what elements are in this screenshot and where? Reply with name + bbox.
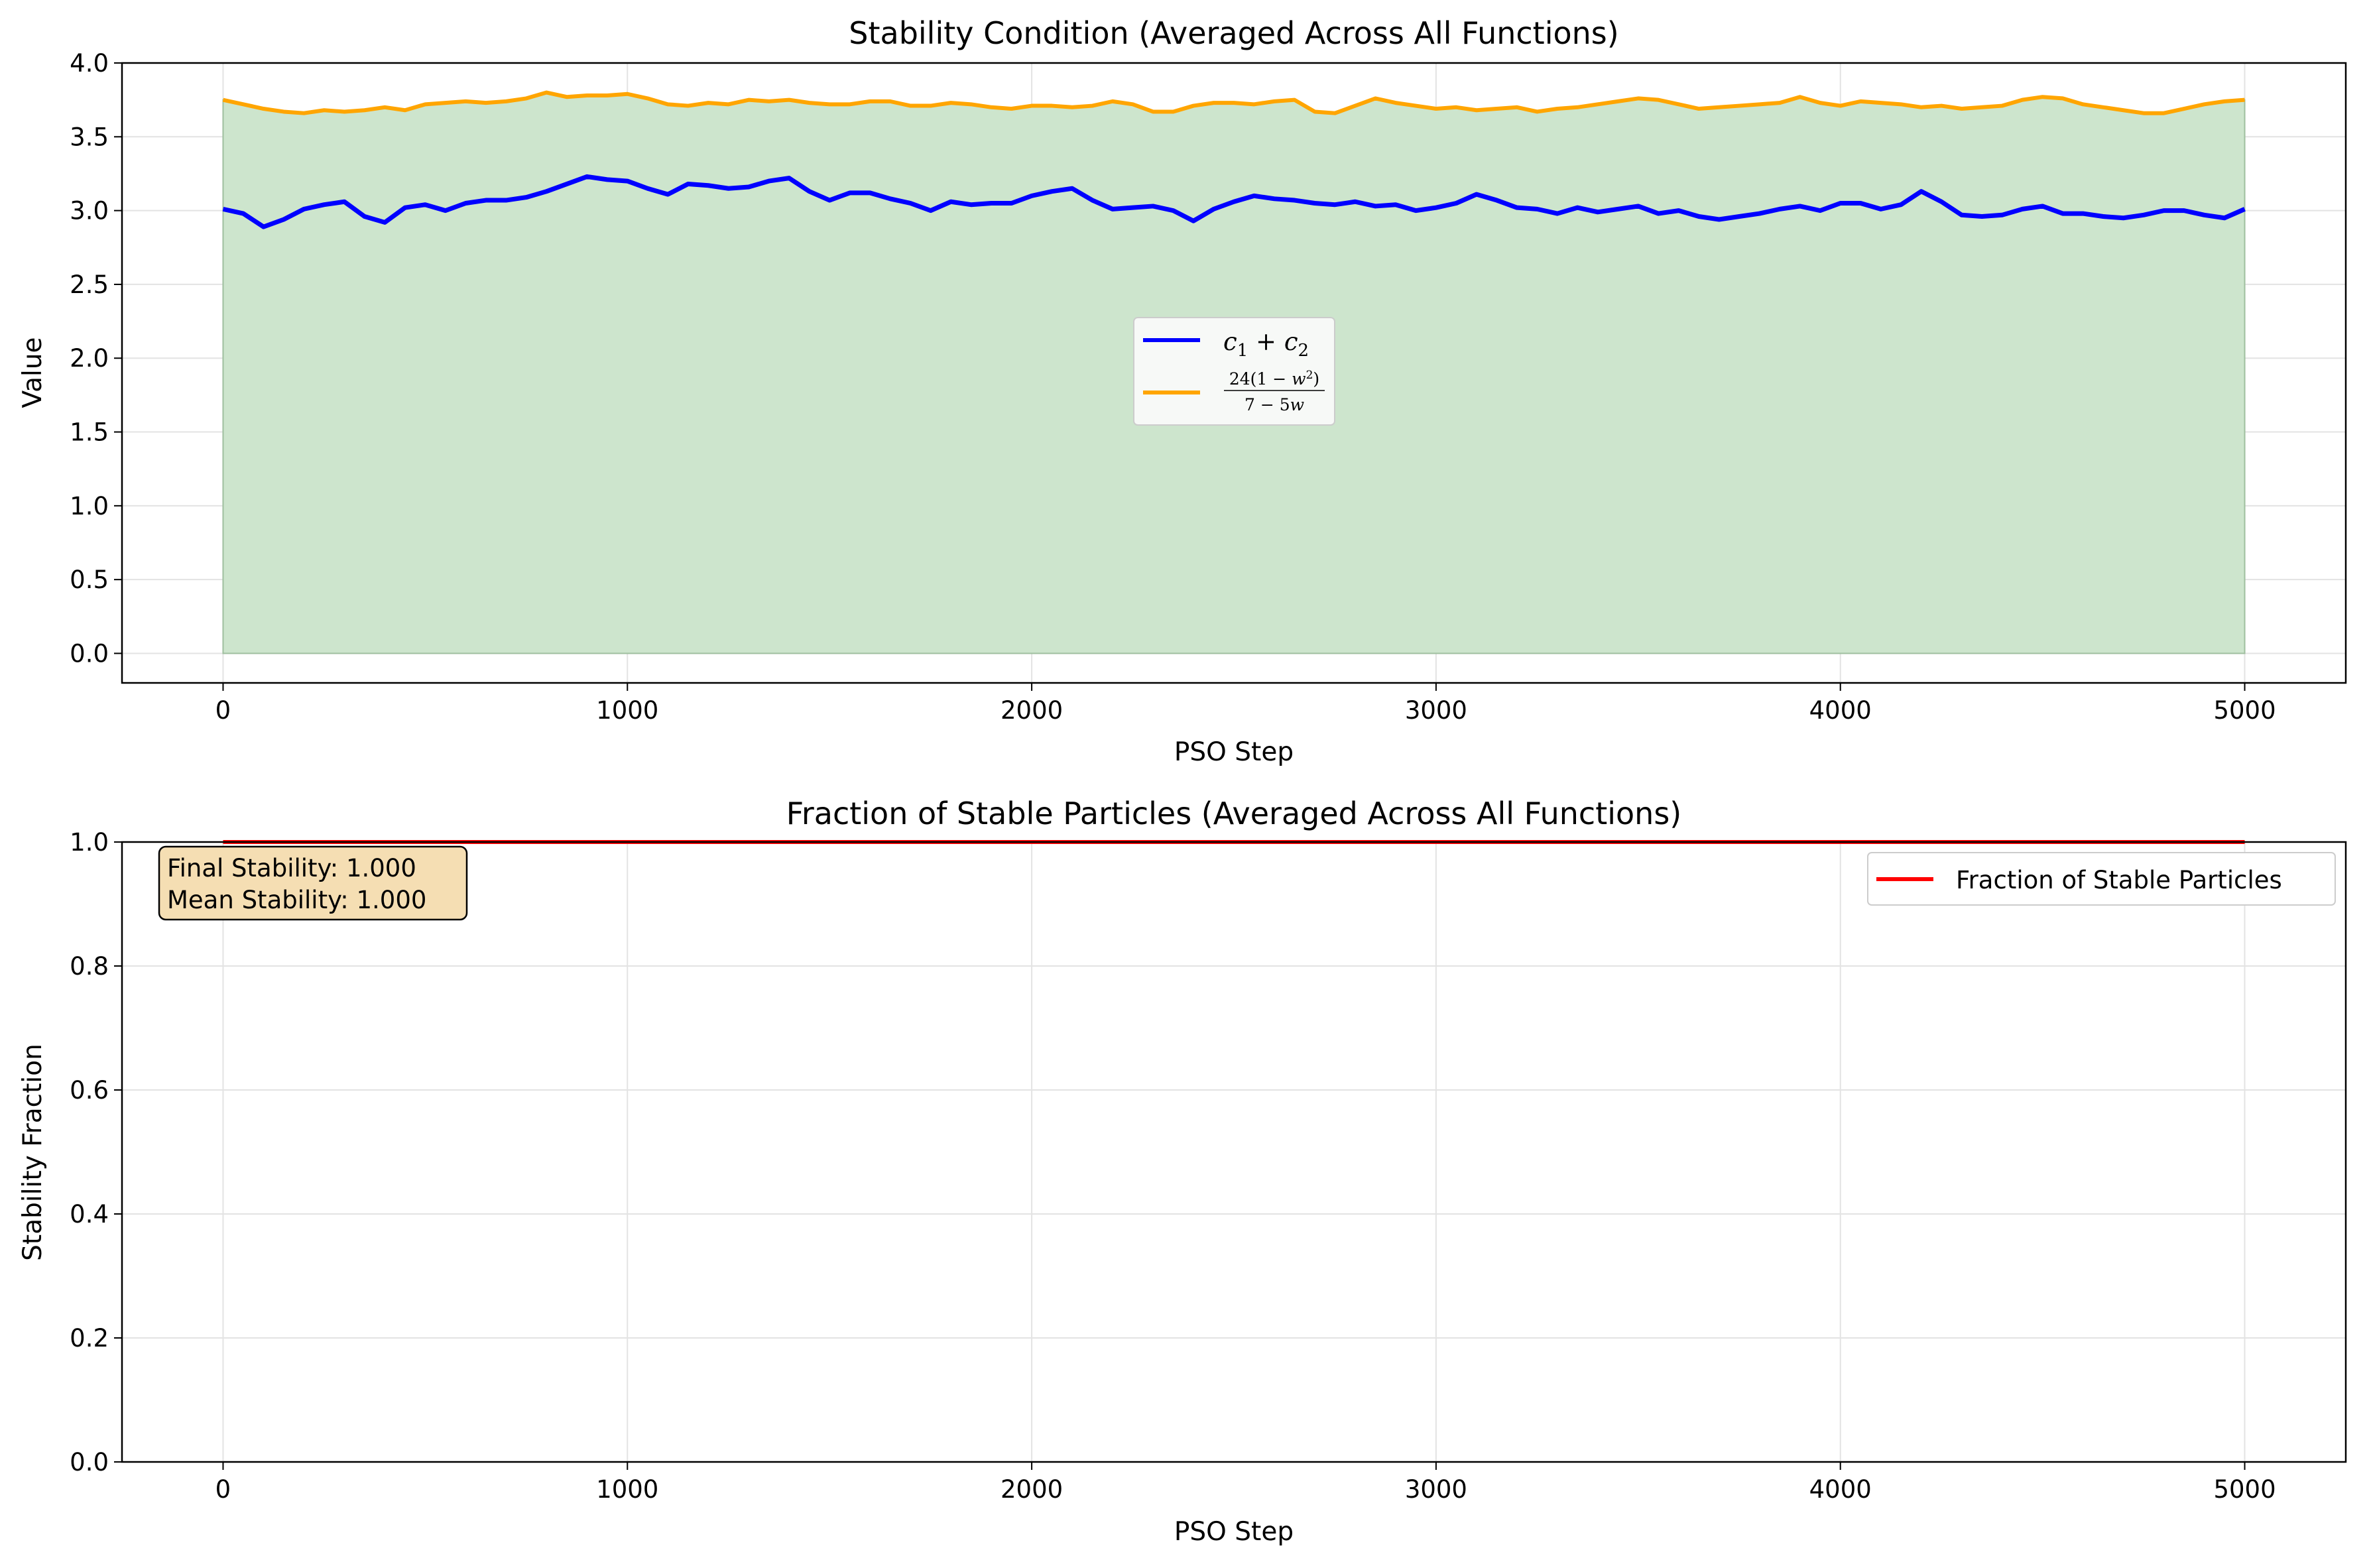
stability-annotation-box (158, 845, 468, 921)
x-tick-label: 1000 (596, 1475, 658, 1504)
legend-label-fraction: Fraction of Stable Particles (1956, 866, 2282, 894)
stability-bound-line (222, 90, 2245, 115)
x-tick-label: 4000 (1809, 696, 1872, 725)
y-tick-label: 1.0 (70, 828, 109, 857)
stable-fraction-panel: Fraction of Stable Particles (Averaged A… (18, 796, 2347, 1547)
y-tick-label: 0.6 (70, 1076, 109, 1105)
c1-plus-c2-line (222, 174, 2246, 229)
y-tick-label: 3.5 (70, 123, 109, 151)
panel1-x-ticks: 0 1000 2000 3000 4000 5000 (215, 683, 2276, 725)
x-tick-label: 3000 (1405, 696, 1467, 725)
panel2-legend: Fraction of Stable Particles (1867, 852, 2336, 906)
panel1-title: Stability Condition (Averaged Across All… (849, 15, 1618, 51)
legend-label-sum: c1 + c2 (1223, 328, 1309, 361)
x-tick-label: 3000 (1405, 1475, 1467, 1504)
panel2-x-ticks: 0 1000 2000 3000 4000 5000 (215, 1462, 2276, 1504)
svg-text:24(1 − w2): 24(1 − w2) (1229, 369, 1319, 389)
panel1-y-ticks: 0.0 0.5 1.0 1.5 2.0 2.5 3.0 3.5 4.0 (70, 49, 122, 668)
panel1-y-axis-label: Value (18, 337, 48, 408)
stability-condition-panel: Stability Condition (Averaged Across All… (18, 15, 2347, 767)
panel1-series (222, 90, 2246, 229)
y-tick-label: 0.4 (70, 1200, 109, 1229)
x-tick-label: 5000 (2213, 1475, 2276, 1504)
y-tick-label: 2.5 (70, 271, 109, 299)
y-tick-label: 0.0 (70, 639, 109, 668)
x-tick-label: 4000 (1809, 1475, 1872, 1504)
y-tick-label: 3.0 (70, 197, 109, 225)
svg-text:7 − 5w: 7 − 5w (1244, 395, 1304, 414)
panel1-legend-box (1133, 317, 1335, 426)
y-tick-label: 4.0 (70, 49, 109, 78)
x-tick-label: 0 (215, 696, 231, 725)
y-tick-label: 1.5 (70, 418, 109, 447)
stability-annotation: Final Stability: 1.000 Mean Stability: 1… (158, 845, 468, 921)
panel1-plot-frame (121, 62, 2347, 684)
x-tick-label: 5000 (2213, 696, 2276, 725)
mean-stability-text: Mean Stability: 1.000 (167, 886, 426, 914)
panel2-y-ticks: 0.0 0.2 0.4 0.6 0.8 1.0 (70, 828, 122, 1477)
y-tick-label: 0.2 (70, 1324, 109, 1353)
x-tick-label: 0 (215, 1475, 231, 1504)
panel2-legend-box (1867, 852, 2336, 906)
x-tick-label: 2000 (1001, 696, 1063, 725)
x-tick-label: 2000 (1001, 1475, 1063, 1504)
y-tick-label: 0.8 (70, 952, 109, 981)
panel2-x-axis-label: PSO Step (1174, 1517, 1294, 1547)
legend-label-bound: 24(1 − w2) 7 − 5w (1224, 369, 1325, 414)
y-tick-label: 1.0 (70, 492, 109, 520)
panel2-plot-frame (121, 841, 2347, 1463)
panel2-y-axis-label: Stability Fraction (18, 1044, 48, 1261)
panel1-legend: c1 + c2 24(1 − w2) 7 − 5w (1133, 317, 1335, 426)
final-stability-text: Final Stability: 1.000 (167, 854, 416, 882)
y-tick-label: 0.0 (70, 1448, 109, 1477)
y-tick-label: 0.5 (70, 566, 109, 594)
y-tick-label: 2.0 (70, 344, 109, 373)
panel2-title: Fraction of Stable Particles (Averaged A… (786, 796, 1682, 831)
panel1-x-axis-label: PSO Step (1174, 737, 1294, 767)
x-tick-label: 1000 (596, 696, 658, 725)
